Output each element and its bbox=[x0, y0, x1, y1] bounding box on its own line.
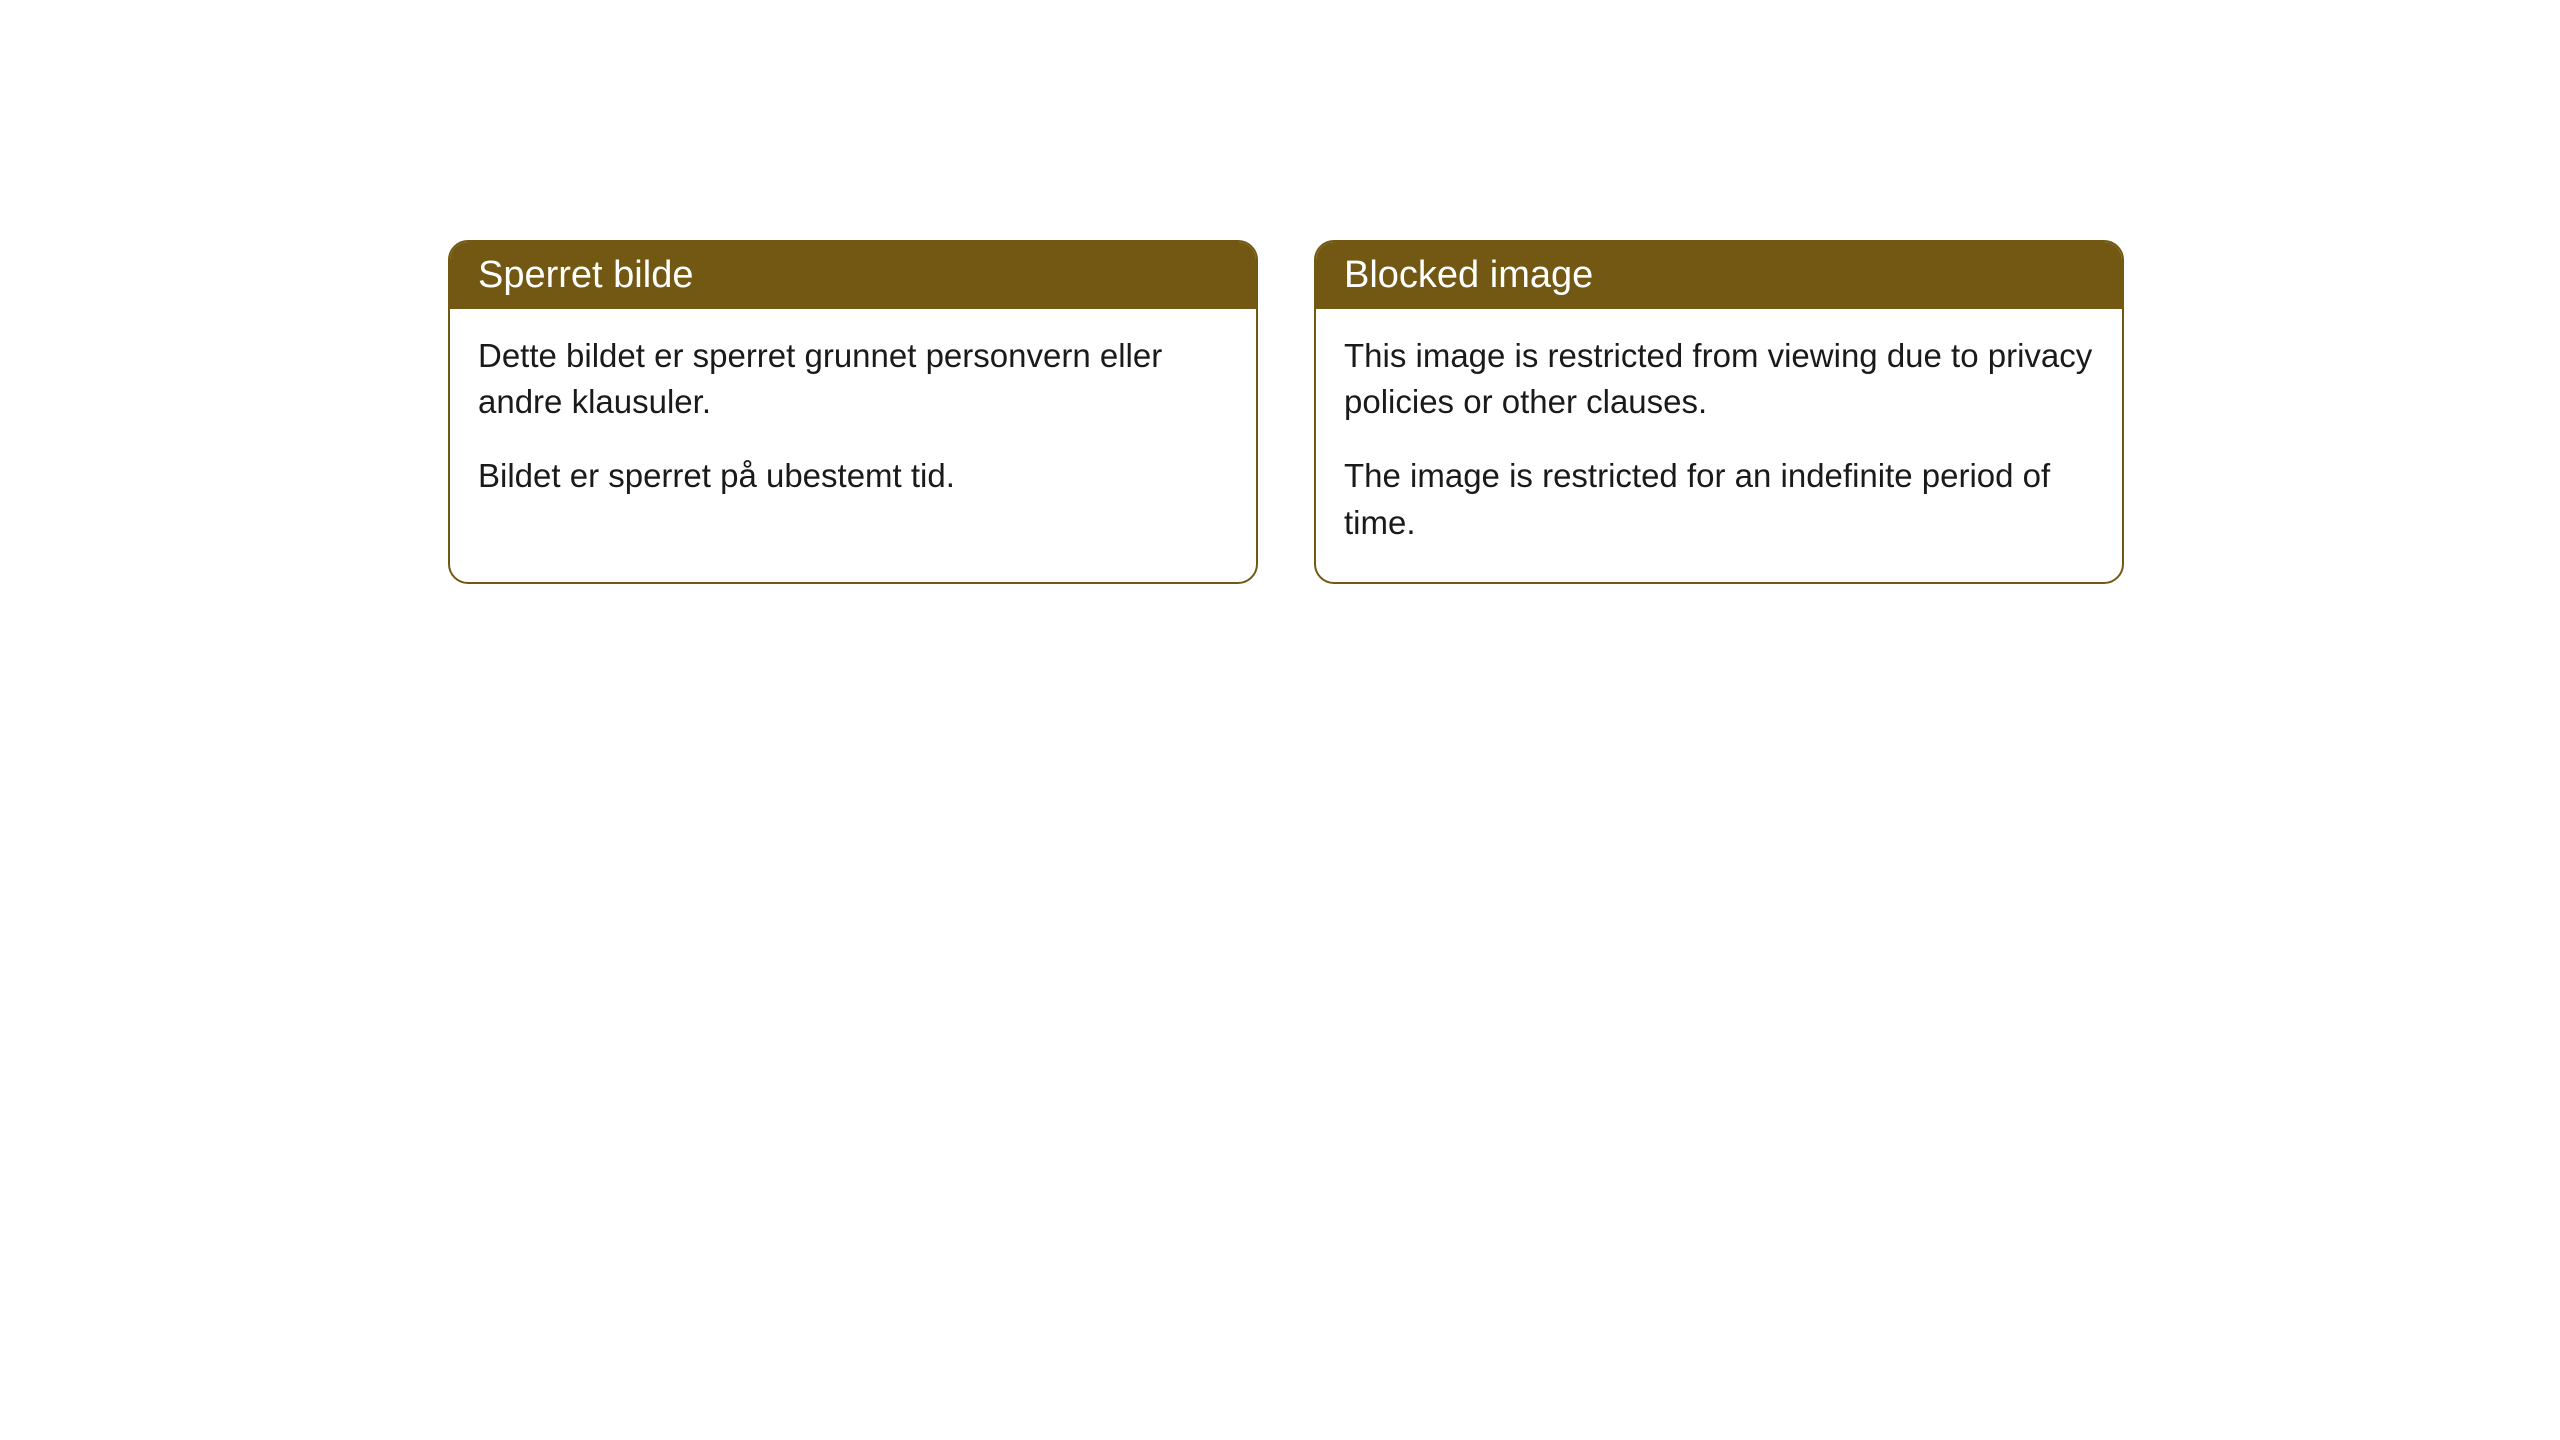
card-title: Sperret bilde bbox=[478, 254, 693, 296]
blocked-image-card-en: Blocked image This image is restricted f… bbox=[1314, 240, 2124, 584]
card-paragraph: Dette bildet er sperret grunnet personve… bbox=[478, 333, 1228, 425]
card-paragraph: Bildet er sperret på ubestemt tid. bbox=[478, 453, 1228, 499]
card-title: Blocked image bbox=[1344, 254, 1593, 296]
card-paragraph: This image is restricted from viewing du… bbox=[1344, 333, 2094, 425]
blocked-image-card-no: Sperret bilde Dette bildet er sperret gr… bbox=[448, 240, 1258, 584]
card-body: Dette bildet er sperret grunnet personve… bbox=[450, 309, 1256, 536]
card-body: This image is restricted from viewing du… bbox=[1316, 309, 2122, 582]
card-header: Sperret bilde bbox=[450, 242, 1256, 309]
card-header: Blocked image bbox=[1316, 242, 2122, 309]
card-paragraph: The image is restricted for an indefinit… bbox=[1344, 453, 2094, 545]
cards-container: Sperret bilde Dette bildet er sperret gr… bbox=[0, 0, 2560, 584]
